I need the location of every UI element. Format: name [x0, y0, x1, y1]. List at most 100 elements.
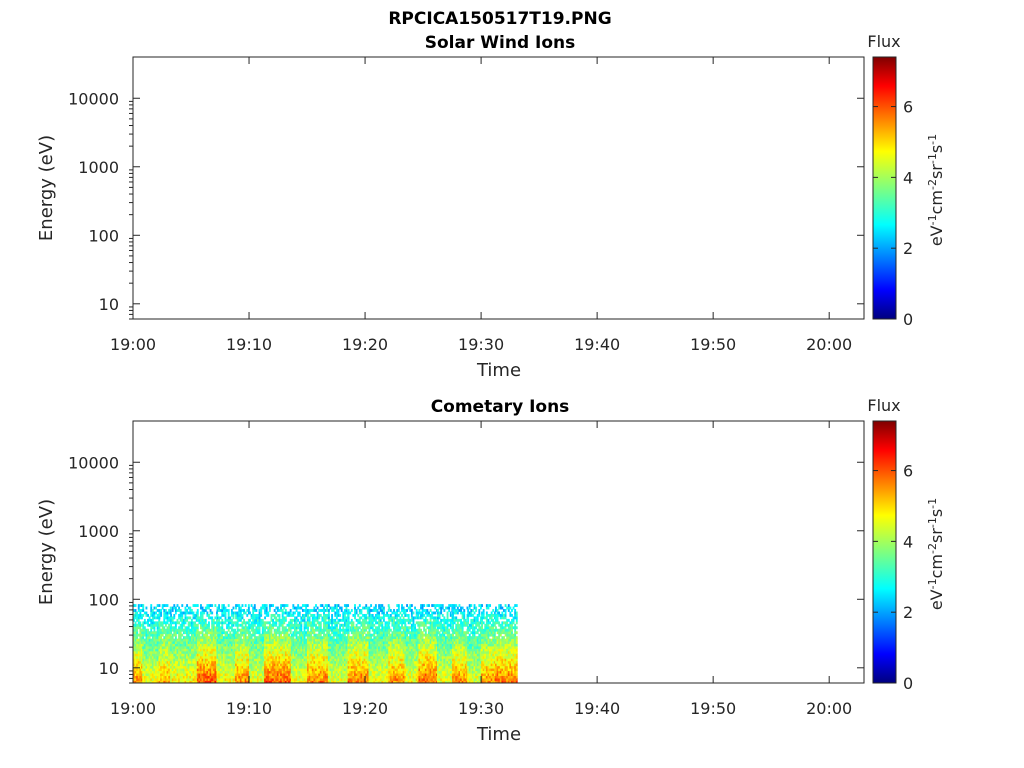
- heatmap-cell: [396, 631, 399, 635]
- heatmap-cell: [329, 621, 332, 625]
- heatmap-cell: [174, 665, 177, 669]
- heatmap-cell: [219, 655, 222, 659]
- heatmap-cell: [136, 631, 139, 635]
- heatmap-cell: [150, 665, 153, 669]
- heatmap-cell: [332, 663, 335, 667]
- heatmap-cell: [208, 658, 210, 662]
- heatmap-cell: [389, 628, 392, 632]
- heatmap-cell: [397, 618, 400, 622]
- heatmap-cell: [142, 670, 145, 674]
- heatmap-cell: [168, 680, 171, 683]
- heatmap-cell: [234, 660, 237, 664]
- heatmap-cell: [214, 628, 217, 632]
- heatmap-cell: [221, 658, 224, 662]
- heatmap-cell: [281, 621, 284, 625]
- heatmap-cell: [267, 628, 270, 632]
- heatmap-cell: [261, 618, 264, 622]
- heatmap-cell: [373, 668, 376, 672]
- heatmap-cell: [318, 636, 321, 640]
- heatmap-cell: [235, 675, 238, 679]
- heatmap-cell: [160, 678, 163, 681]
- heatmap-cell: [363, 623, 366, 627]
- heatmap-cell: [226, 648, 229, 652]
- heatmap-cell: [222, 670, 225, 674]
- heatmap-cell: [264, 680, 267, 683]
- heatmap-cell: [391, 678, 394, 681]
- heatmap-cell: [323, 611, 325, 615]
- heatmap-cell: [267, 643, 270, 647]
- heatmap-cell: [362, 646, 364, 649]
- heatmap-cell: [340, 650, 343, 654]
- heatmap-cell: [236, 665, 239, 669]
- heatmap-cell: [326, 680, 329, 683]
- heatmap-cell: [192, 643, 195, 647]
- heatmap-cell: [184, 643, 187, 647]
- heatmap-cell: [302, 641, 304, 644]
- heatmap-cell: [281, 655, 284, 659]
- heatmap-cell: [163, 680, 166, 683]
- heatmap-cell: [313, 680, 316, 683]
- heatmap-cell: [206, 646, 209, 649]
- heatmap-cell: [270, 658, 273, 662]
- heatmap-cell: [137, 606, 140, 610]
- heatmap-cell: [204, 621, 207, 625]
- heatmap-cell: [389, 670, 392, 674]
- heatmap-cell: [136, 633, 139, 637]
- heatmap-cell: [343, 633, 346, 637]
- heatmap-cell: [222, 663, 225, 667]
- heatmap-cell: [174, 628, 177, 632]
- heatmap-cell: [305, 663, 308, 667]
- heatmap-cell: [235, 646, 238, 649]
- heatmap-cell: [365, 660, 368, 664]
- heatmap-cell: [391, 680, 394, 683]
- heatmap-cell: [303, 613, 306, 617]
- heatmap-cell: [174, 680, 177, 683]
- heatmap-cell: [192, 655, 195, 659]
- heatmap-cell: [329, 655, 332, 659]
- heatmap-cell: [166, 658, 169, 662]
- heatmap-cell: [288, 621, 291, 625]
- heatmap-cell: [345, 623, 348, 627]
- heatmap-cell: [181, 648, 184, 652]
- heatmap-cell: [255, 650, 258, 654]
- heatmap-cell: [374, 613, 377, 617]
- heatmap-cell: [264, 604, 267, 607]
- heatmap-cell: [270, 650, 273, 654]
- heatmap-cell: [250, 655, 253, 659]
- heatmap-cell: [315, 633, 317, 637]
- heatmap-cell: [258, 663, 261, 667]
- heatmap-cell: [179, 663, 182, 667]
- heatmap-cell: [139, 623, 142, 627]
- heatmap-cell: [187, 665, 190, 669]
- heatmap-cell: [161, 653, 164, 657]
- heatmap-cell: [280, 646, 283, 649]
- heatmap-cell: [134, 646, 137, 649]
- heatmap-cell: [283, 611, 286, 615]
- heatmap-cell: [300, 663, 303, 667]
- heatmap-cell: [258, 646, 261, 649]
- heatmap-cell: [381, 604, 384, 607]
- heatmap-cell: [192, 636, 195, 640]
- heatmap-cell: [360, 621, 363, 625]
- heatmap-cell: [298, 628, 301, 632]
- heatmap-cell: [224, 648, 227, 652]
- heatmap-cell: [227, 658, 230, 662]
- heatmap-cell: [268, 660, 271, 664]
- heatmap-cell: [158, 638, 161, 642]
- heatmap-cell: [391, 621, 394, 625]
- heatmap-cell: [260, 668, 263, 672]
- heatmap-cell: [300, 626, 303, 630]
- heatmap-cell: [194, 658, 197, 662]
- heatmap-cell: [136, 665, 139, 669]
- heatmap-cell: [396, 628, 399, 632]
- heatmap-cell: [232, 646, 235, 649]
- heatmap-cell: [379, 670, 382, 674]
- heatmap-cell: [192, 653, 195, 657]
- heatmap-cell: [246, 675, 249, 679]
- heatmap-cell: [145, 658, 148, 662]
- heatmap-cell: [147, 621, 149, 625]
- heatmap-cell: [388, 636, 391, 640]
- heatmap-cell: [340, 623, 343, 627]
- heatmap-cell: [206, 636, 209, 640]
- heatmap-cell: [158, 675, 161, 679]
